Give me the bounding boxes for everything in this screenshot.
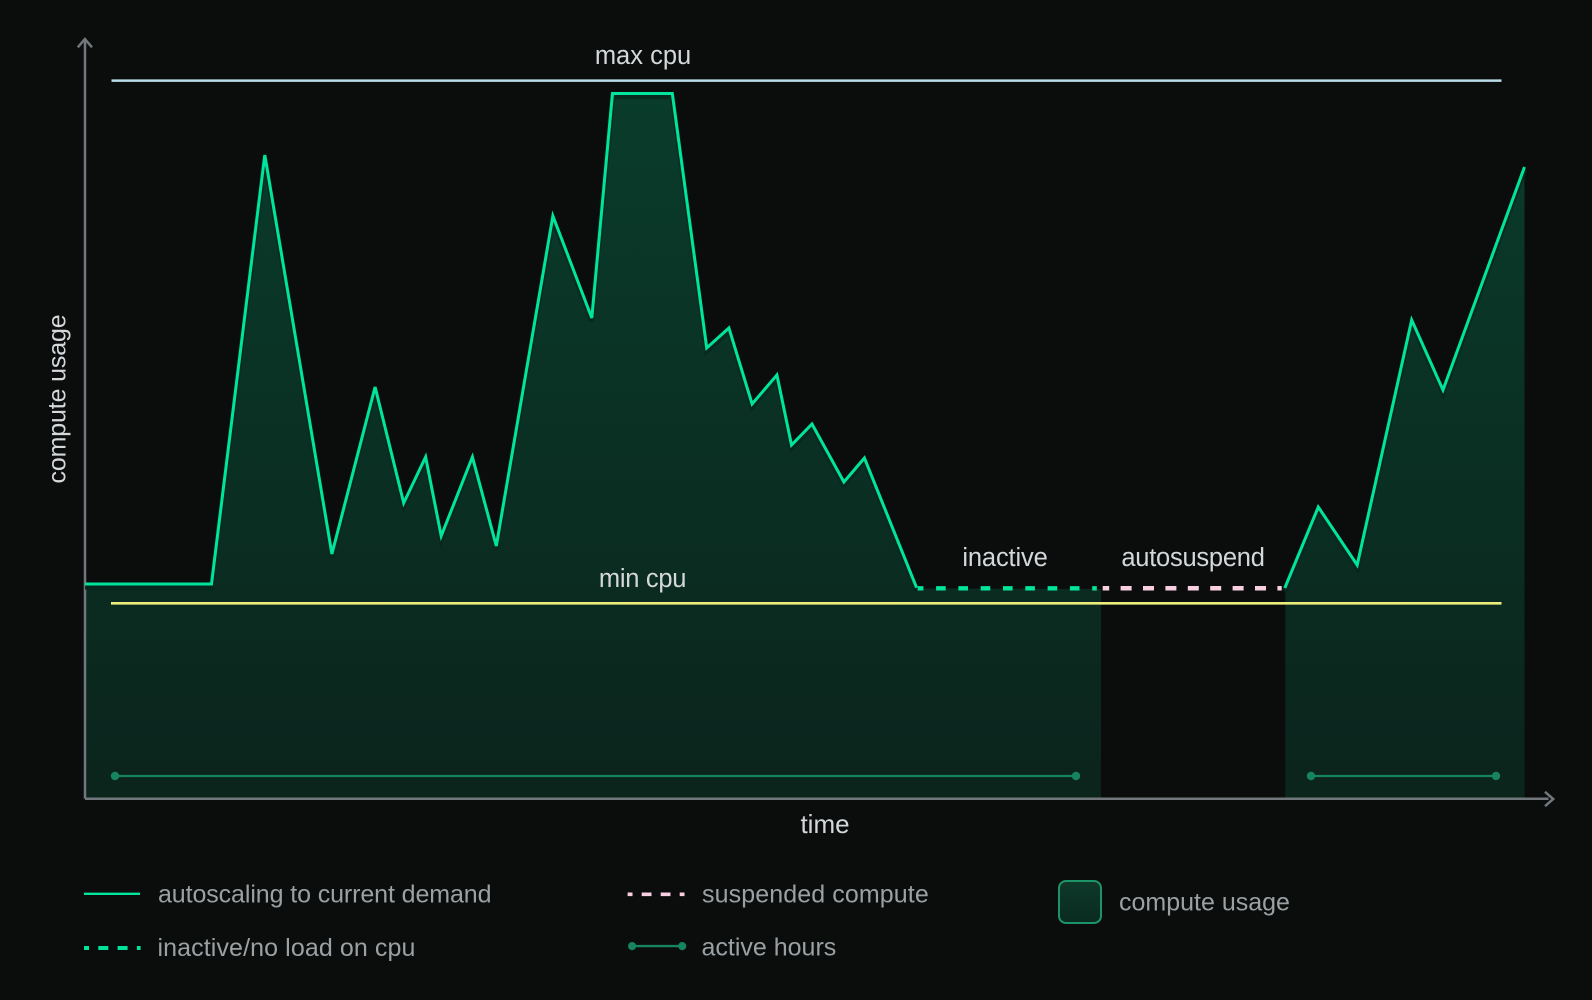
svg-text:inactive/no load on cpu: inactive/no load on cpu: [158, 934, 416, 962]
svg-text:compute usage: compute usage: [1119, 889, 1290, 917]
svg-text:compute usage: compute usage: [44, 315, 72, 484]
svg-text:suspended compute: suspended compute: [702, 880, 929, 908]
svg-text:min cpu: min cpu: [599, 565, 686, 593]
svg-text:autosuspend: autosuspend: [1121, 544, 1264, 572]
svg-text:inactive: inactive: [962, 544, 1047, 572]
svg-text:active hours: active hours: [702, 934, 837, 962]
svg-text:max cpu: max cpu: [595, 42, 691, 70]
svg-text:time: time: [800, 809, 849, 839]
svg-text:autoscaling to current demand: autoscaling to current demand: [158, 880, 491, 908]
